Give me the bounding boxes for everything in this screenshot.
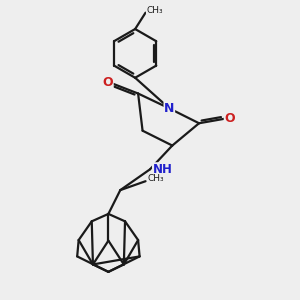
Text: O: O	[103, 76, 113, 89]
Text: NH: NH	[152, 163, 172, 176]
Text: N: N	[164, 102, 175, 115]
Text: CH₃: CH₃	[146, 6, 163, 15]
Text: O: O	[224, 112, 235, 125]
Text: CH₃: CH₃	[148, 174, 164, 183]
